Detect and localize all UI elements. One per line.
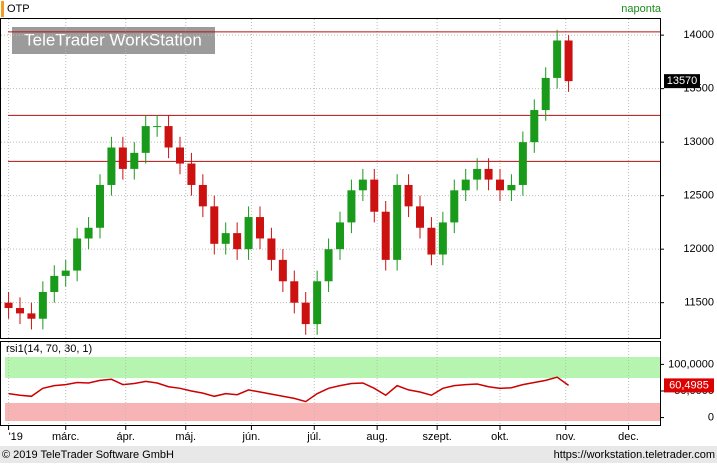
last-rsi-label: 60,4985 — [669, 379, 709, 391]
overbought-band — [5, 357, 660, 378]
symbol-marker — [1, 1, 4, 17]
footer-bar — [0, 446, 717, 463]
candle-body — [221, 233, 230, 244]
y-tick-label: 0 — [708, 411, 714, 423]
candle-body — [73, 238, 82, 271]
candle-body — [461, 179, 470, 191]
x-tick-label: dec. — [618, 431, 639, 443]
candle-body — [96, 184, 104, 228]
x-tick-label: jún. — [242, 431, 261, 443]
y-tick-label: 14000 — [683, 29, 714, 41]
rsi-line — [8, 376, 570, 403]
x-tick-label: júl. — [306, 431, 321, 443]
oversold-band — [5, 403, 660, 421]
candle-body — [393, 184, 402, 260]
candle-body — [244, 217, 253, 250]
candle-body — [107, 147, 116, 185]
candle-body — [507, 184, 516, 191]
candle-body — [381, 211, 390, 260]
candle-body — [198, 184, 207, 207]
candle-body — [496, 179, 504, 191]
candle-body — [50, 275, 59, 292]
candle-body — [290, 281, 299, 303]
x-tick-label: nov. — [556, 431, 576, 443]
candle-body — [336, 222, 344, 250]
candle-body — [541, 77, 550, 111]
candle-body — [473, 168, 482, 180]
copyright: © 2019 TeleTrader Software GmbH — [2, 449, 174, 461]
candle-body — [256, 217, 264, 239]
candle-body — [324, 249, 333, 282]
candle-body — [564, 40, 573, 82]
candle-body — [530, 110, 539, 143]
candle-body — [278, 259, 287, 282]
x-tick-label: márc. — [52, 431, 80, 443]
indicator-label: rsi1(14, 70, 30, 1) — [6, 343, 92, 355]
candle-body — [118, 147, 127, 169]
x-tick-label: ápr. — [117, 431, 135, 443]
candle-body — [370, 179, 379, 212]
y-tick-label: 11500 — [684, 297, 714, 309]
candle-body — [450, 190, 459, 223]
candle-body — [16, 308, 24, 314]
candle-body — [187, 163, 196, 185]
candle-body — [313, 281, 322, 325]
y-tick-label: 100,0000 — [668, 358, 714, 370]
candle-body — [301, 302, 310, 325]
y-tick-label: 12000 — [683, 243, 714, 255]
y-tick-label: 12500 — [683, 190, 714, 202]
candle-body — [358, 179, 367, 191]
candle-body — [518, 142, 527, 185]
x-tick-label: máj. — [175, 431, 196, 443]
candle-body — [233, 233, 242, 250]
candle-body — [484, 168, 493, 180]
url: https://workstation.teletrader.com — [554, 449, 715, 461]
candle-body — [84, 227, 93, 239]
x-tick-label: szept. — [422, 431, 451, 443]
last-price-box — [664, 74, 700, 89]
candle-body — [438, 222, 447, 255]
period: naponta — [621, 3, 662, 15]
symbol: OTP — [7, 3, 30, 15]
last-rsi-box — [664, 378, 714, 393]
candle-body — [164, 126, 173, 148]
candle-body — [141, 126, 150, 153]
y-tick-label: 13000 — [683, 136, 714, 148]
candle-body — [347, 190, 356, 223]
x-tick-label: okt. — [491, 431, 509, 443]
candle-body — [176, 147, 184, 164]
candle-body — [267, 238, 276, 260]
candle-body — [416, 206, 424, 228]
candle-body — [61, 270, 70, 276]
last-price-label: 13570 — [667, 75, 698, 87]
candle-body — [553, 40, 562, 78]
candle-body — [38, 291, 47, 319]
watermark: TeleTrader WorkStation — [24, 30, 202, 49]
x-tick-label: '19 — [9, 431, 23, 443]
candle-body — [130, 152, 139, 169]
candle-body — [404, 184, 413, 207]
candle-body — [4, 302, 13, 309]
candle-body — [27, 313, 36, 319]
candle-body — [153, 126, 162, 128]
candle-body — [427, 227, 436, 255]
candle-body — [210, 206, 219, 244]
x-tick-label: aug. — [366, 431, 387, 443]
